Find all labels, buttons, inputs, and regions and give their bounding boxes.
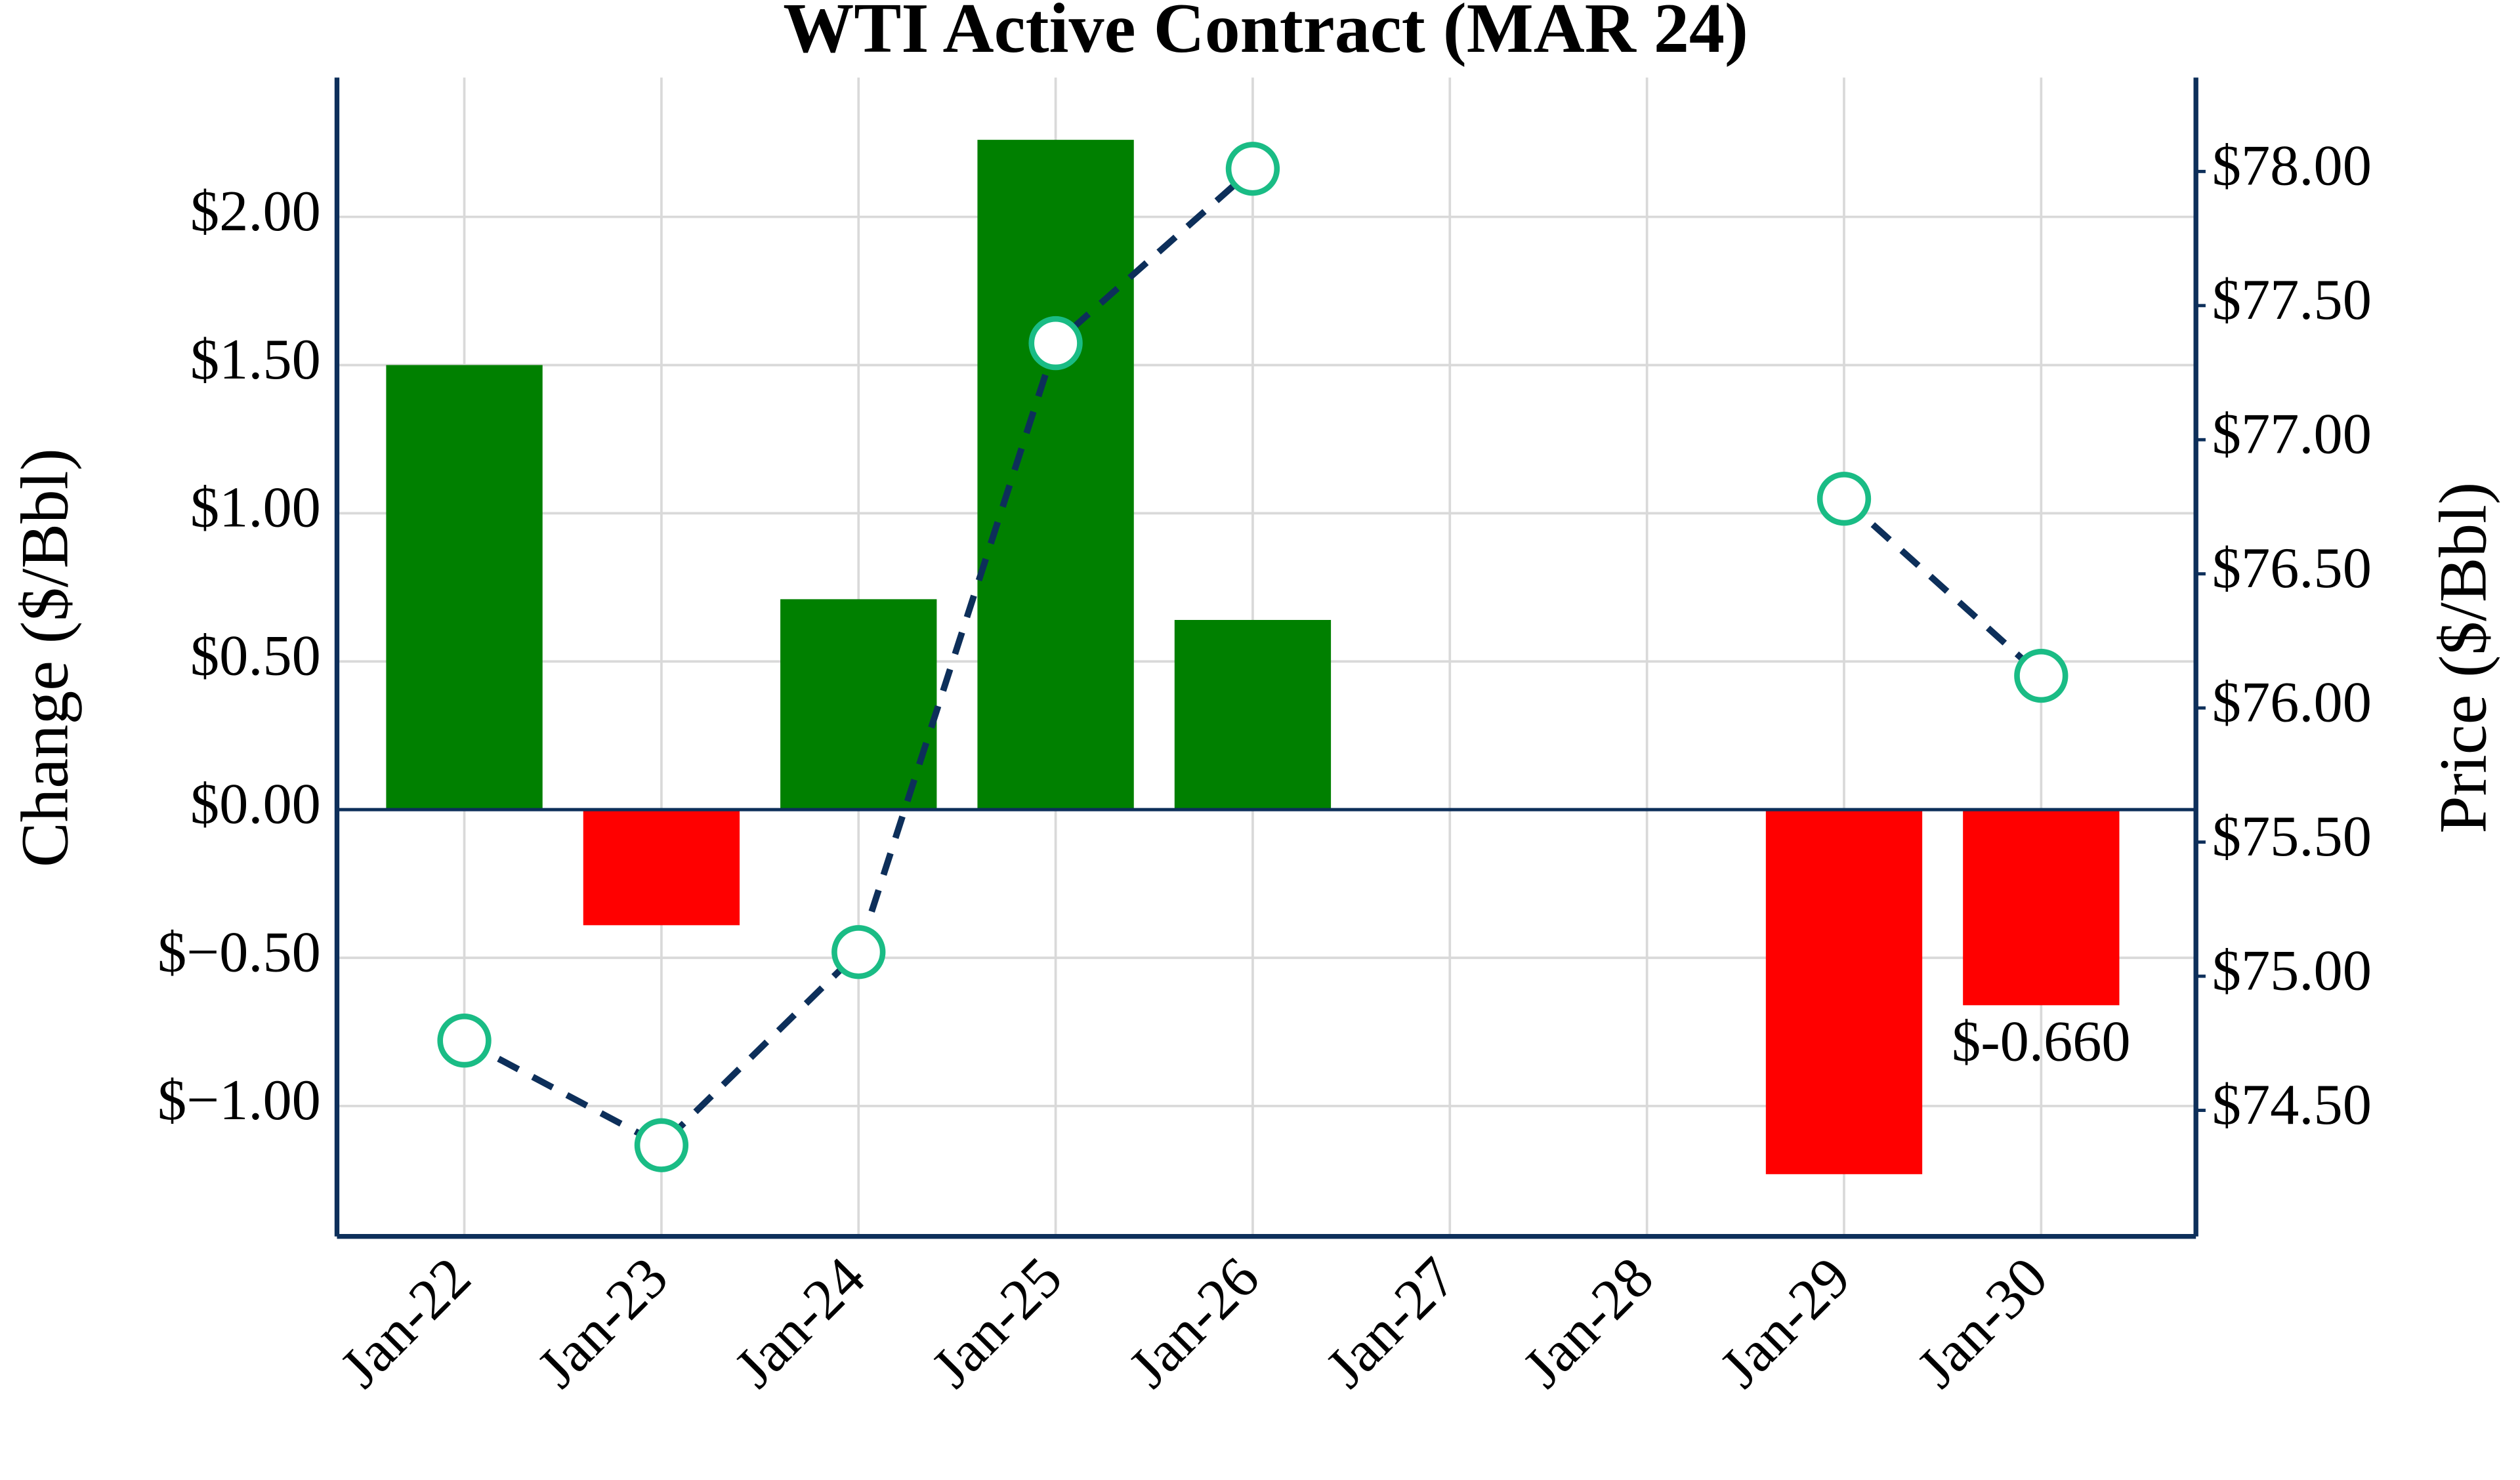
y-tick-label: $0.00 [190,771,321,836]
y-tick-label: $−1.00 [158,1068,321,1132]
y-tick-label: $2.00 [190,179,321,243]
price-marker [634,1118,689,1172]
y-tick-label: $1.50 [190,327,321,392]
y2-tick-label: $75.00 [2212,938,2372,1002]
bar [386,365,543,810]
price-marker [1816,472,1872,526]
y-axis-label: Change ($/Bbl) [7,448,82,867]
x-tick-label: Jan-29 [1708,1245,1862,1400]
y2-tick-label: $75.50 [2212,804,2372,869]
x-tick-label: Jan-30 [1905,1245,2060,1400]
bar [1765,810,1923,1174]
bar [583,810,740,926]
price-marker [2014,648,2068,703]
bar [1963,810,2120,1006]
y2-tick-label: $76.00 [2212,670,2372,734]
price-marker [831,925,886,979]
value-label: $-0.660 [1952,1009,2131,1073]
x-tick-label: Jan-25 [919,1245,1074,1400]
chart-title: WTI Active Contract (MAR 24) [783,0,1748,68]
bar [780,599,937,810]
bar [1174,620,1332,810]
y2-tick-label: $77.50 [2212,268,2372,332]
x-tick-label: Jan-24 [723,1245,877,1400]
bar [977,140,1134,810]
y2-tick-label: $77.00 [2212,402,2372,466]
y2-tick-label: $74.50 [2212,1073,2372,1137]
x-tick-label: Jan-28 [1511,1245,1666,1400]
price-marker [1225,142,1280,196]
x-tick-label: Jan-27 [1314,1245,1469,1400]
y-tick-label: $−0.50 [158,920,321,984]
y2-tick-label: $76.50 [2212,536,2372,600]
x-tick-label: Jan-23 [525,1245,680,1400]
y-tick-label: $0.50 [190,624,321,688]
y-tick-label: $1.00 [190,476,321,540]
y2-tick-label: $78.00 [2212,134,2372,198]
price-line [463,166,2044,1149]
price-marker [437,1014,492,1068]
y2-axis-label: Price ($/Bbl) [2426,482,2501,834]
price-marker [1028,316,1083,371]
x-tick-label: Jan-22 [328,1245,483,1400]
x-tick-label: Jan-26 [1116,1245,1271,1400]
